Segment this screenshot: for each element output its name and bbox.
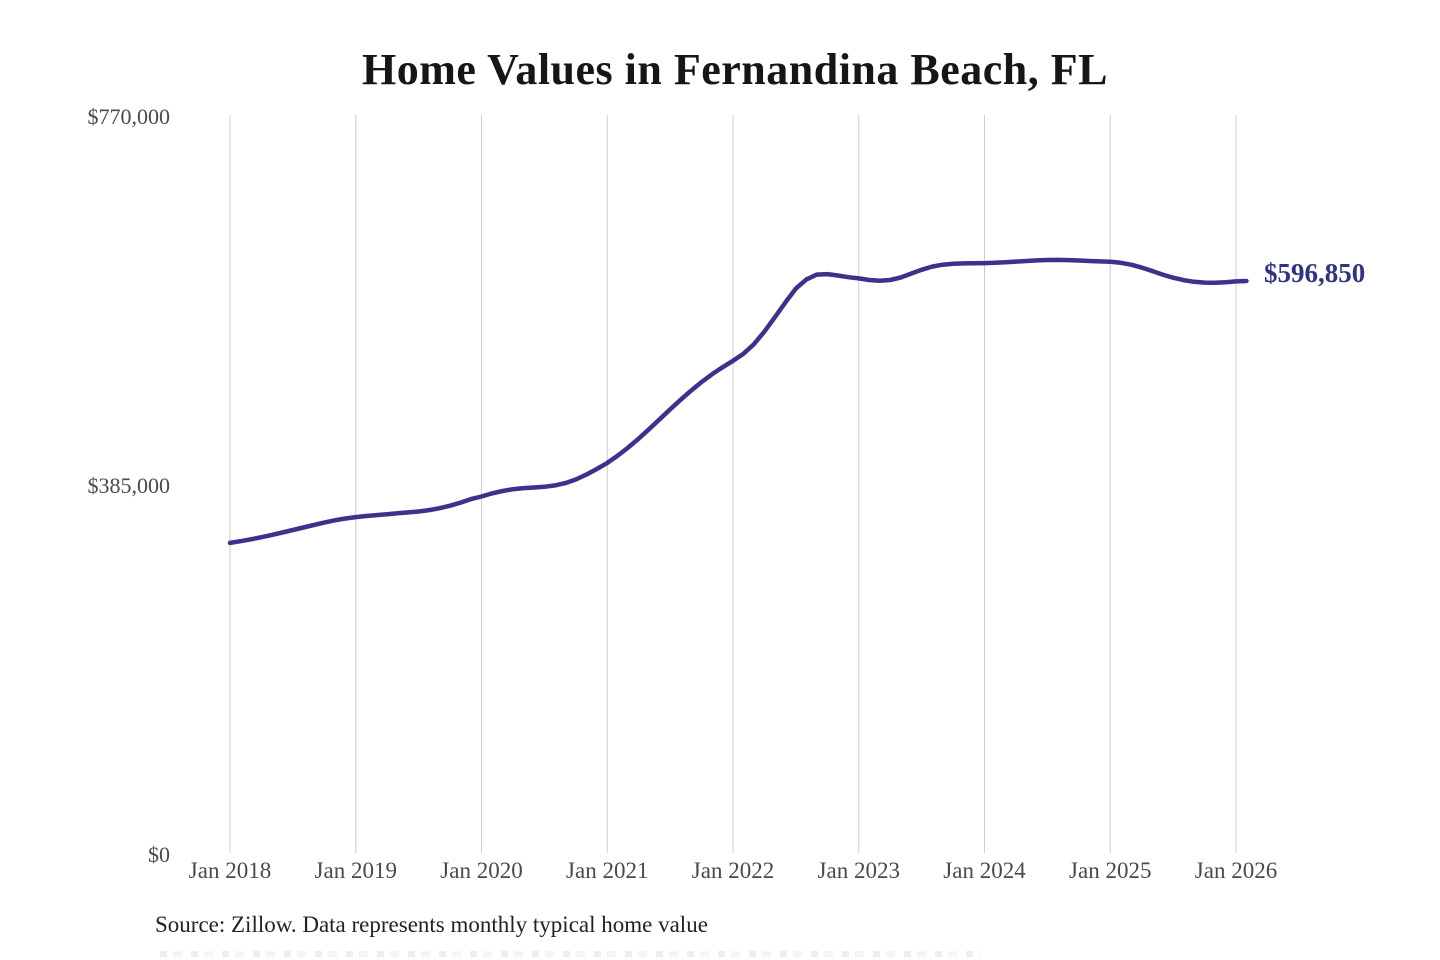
y-axis-tick-label: $0 bbox=[148, 842, 170, 867]
x-axis-tick-label: Jan 2026 bbox=[1194, 858, 1278, 883]
source-note: Source: Zillow. Data represents monthly … bbox=[155, 912, 708, 937]
x-axis-tick-label: Jan 2023 bbox=[817, 858, 900, 883]
x-axis-tick-label: Jan 2020 bbox=[440, 858, 523, 883]
x-axis-tick-label: Jan 2022 bbox=[691, 858, 775, 883]
x-axis-tick-label: Jan 2025 bbox=[1069, 858, 1152, 883]
home-value-line bbox=[227, 257, 1249, 546]
x-axis-tick-label: Jan 2021 bbox=[566, 858, 649, 883]
chart-title: Home Values in Fernandina Beach, FL bbox=[361, 45, 1109, 94]
y-axis-tick-label: $770,000 bbox=[87, 104, 171, 129]
latest-value-label: $596,850 bbox=[1264, 257, 1366, 288]
cropped-text-artifact bbox=[160, 951, 980, 957]
x-axis-tick-label: Jan 2019 bbox=[314, 858, 397, 883]
y-axis-tick-label: $385,000 bbox=[87, 473, 171, 498]
x-axis-tick-label: Jan 2024 bbox=[943, 858, 1026, 883]
x-axis-tick-label: Jan 2018 bbox=[188, 858, 272, 883]
